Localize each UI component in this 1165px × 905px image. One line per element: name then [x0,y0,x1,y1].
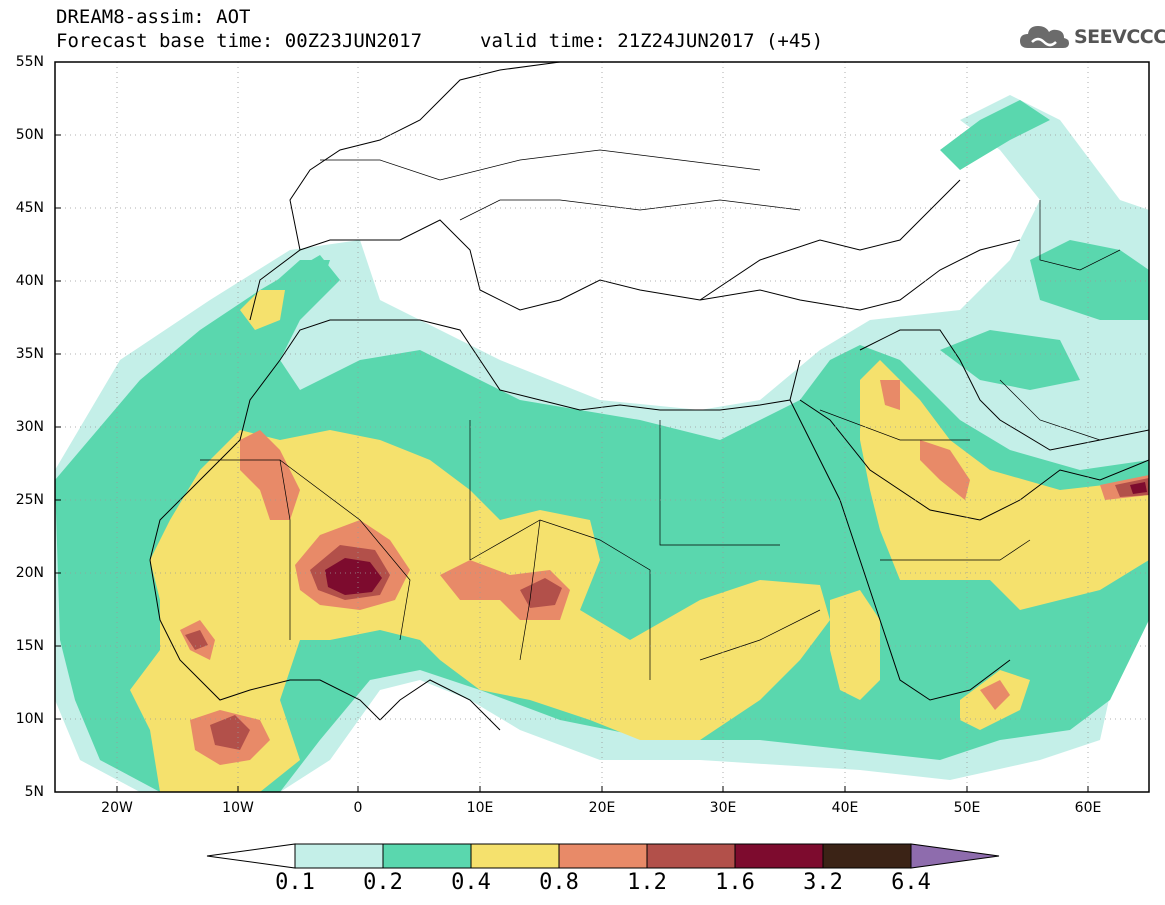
lat-label: 45N [15,200,44,216]
colorbar-tick-label: 0.2 [363,870,403,895]
colorbar-tick-label: 0.1 [275,870,315,895]
lat-label: 55N [15,54,44,70]
lon-label: 10E [466,800,494,816]
colorbar-tick-label: 0.4 [451,870,491,895]
map-title: DREAM8-assim: AOT [56,6,251,28]
lon-label: 10W [222,800,254,816]
coastlines [149,62,1149,731]
aot-layer-1.6 [325,482,1147,595]
lon-label: 50E [953,800,981,816]
lon-label: 0 [353,800,363,816]
lat-label: 20N [15,565,44,581]
lat-label: 15N [15,638,44,654]
country-borders [200,149,1121,680]
lat-label: 25N [15,492,44,508]
lon-label: 20W [101,800,133,816]
cloud-icon [1020,26,1069,48]
colorbar-tick-label: 0.8 [539,870,579,895]
forecast-base-time: Forecast base time: 00Z23JUN2017 [56,30,423,52]
lat-label: 40N [15,273,44,289]
logo-text: SEEVCCC [1074,26,1165,48]
lat-label: 35N [15,346,44,362]
lat-label: 10N [15,711,44,727]
colorbar-tick-label: 3.2 [803,870,843,895]
lat-label: 30N [15,419,44,435]
logo: SEEVCCC [1018,22,1165,52]
valid-time: valid time: 21Z24JUN2017 (+45) [480,30,824,52]
lon-label: 40E [831,800,859,816]
lat-label: 5N [24,784,44,800]
gridlines [55,62,1149,792]
colorbar-tick-label: 1.2 [627,870,667,895]
lon-label: 30E [709,800,737,816]
axis-ticks [55,134,1089,792]
colorbar-tick-label: 6.4 [891,870,931,895]
lon-label: 20E [588,800,616,816]
colorbar-tick-label: 1.6 [715,870,755,895]
lat-label: 50N [15,127,44,143]
lon-label: 60E [1074,800,1102,816]
